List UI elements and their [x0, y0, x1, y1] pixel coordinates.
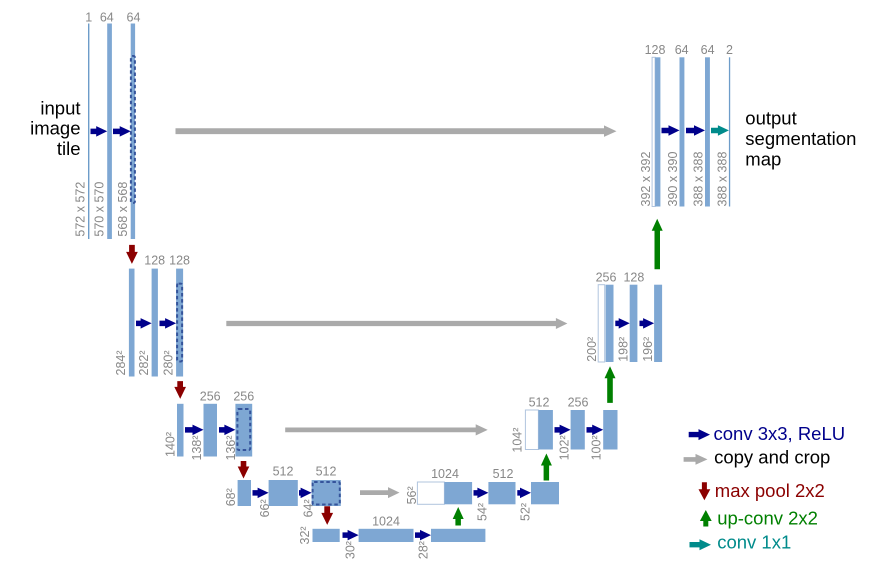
svg-text:256: 256 — [568, 396, 589, 410]
svg-text:198²: 198² — [616, 337, 630, 362]
svg-text:196²: 196² — [641, 337, 655, 362]
svg-text:570 x 570: 570 x 570 — [93, 182, 107, 237]
svg-text:tile: tile — [57, 138, 81, 159]
svg-text:512: 512 — [493, 467, 514, 481]
svg-text:200²: 200² — [585, 337, 599, 362]
svg-text:output: output — [745, 108, 796, 129]
svg-text:64: 64 — [701, 43, 715, 57]
svg-text:282²: 282² — [137, 350, 151, 375]
svg-text:390 x 390: 390 x 390 — [666, 152, 680, 207]
svg-text:68²: 68² — [224, 488, 238, 506]
svg-text:segmentation: segmentation — [745, 128, 856, 149]
svg-text:280²: 280² — [162, 350, 176, 375]
svg-text:512: 512 — [529, 396, 550, 410]
svg-text:136²: 136² — [224, 435, 238, 460]
svg-text:512: 512 — [316, 464, 337, 478]
svg-text:conv 3x3, ReLU: conv 3x3, ReLU — [714, 423, 846, 444]
svg-text:388 x 388: 388 x 388 — [692, 152, 706, 207]
svg-text:284²: 284² — [114, 350, 128, 375]
svg-text:128: 128 — [144, 254, 165, 268]
svg-text:388 x 388: 388 x 388 — [716, 152, 730, 207]
svg-text:512: 512 — [273, 464, 294, 478]
svg-text:128: 128 — [169, 254, 190, 268]
svg-text:256: 256 — [596, 271, 617, 285]
svg-text:256: 256 — [200, 389, 221, 403]
svg-text:max pool 2x2: max pool 2x2 — [715, 480, 825, 501]
svg-text:256: 256 — [233, 389, 254, 403]
svg-text:up-conv 2x2: up-conv 2x2 — [717, 508, 818, 529]
svg-text:138²: 138² — [190, 435, 204, 460]
svg-text:1024: 1024 — [372, 515, 400, 529]
svg-text:64: 64 — [127, 11, 141, 25]
svg-text:52²: 52² — [518, 503, 532, 521]
svg-text:66²: 66² — [258, 499, 272, 517]
svg-text:56²: 56² — [405, 486, 419, 504]
svg-text:568 x 568: 568 x 568 — [116, 182, 130, 237]
svg-text:128: 128 — [645, 43, 666, 57]
svg-text:map: map — [745, 148, 781, 169]
svg-text:100²: 100² — [590, 435, 604, 460]
svg-text:104²: 104² — [511, 428, 525, 453]
svg-text:140²: 140² — [164, 432, 178, 457]
svg-text:input: input — [40, 97, 80, 118]
svg-text:copy and crop: copy and crop — [714, 447, 830, 468]
svg-text:64: 64 — [100, 11, 114, 25]
svg-text:392 x 392: 392 x 392 — [639, 152, 653, 207]
svg-text:conv 1x1: conv 1x1 — [717, 532, 791, 553]
svg-text:32²: 32² — [298, 526, 312, 544]
svg-text:image: image — [30, 118, 80, 139]
svg-text:54²: 54² — [476, 503, 490, 521]
svg-text:2: 2 — [726, 43, 733, 57]
svg-text:64: 64 — [675, 43, 689, 57]
svg-text:572 x 572: 572 x 572 — [74, 182, 88, 237]
svg-text:64²: 64² — [302, 499, 316, 517]
svg-text:1: 1 — [85, 11, 92, 25]
svg-text:102²: 102² — [557, 435, 571, 460]
svg-text:30²: 30² — [344, 541, 358, 559]
svg-text:28²: 28² — [417, 541, 431, 559]
svg-text:1024: 1024 — [431, 467, 459, 481]
svg-text:128: 128 — [623, 271, 644, 285]
